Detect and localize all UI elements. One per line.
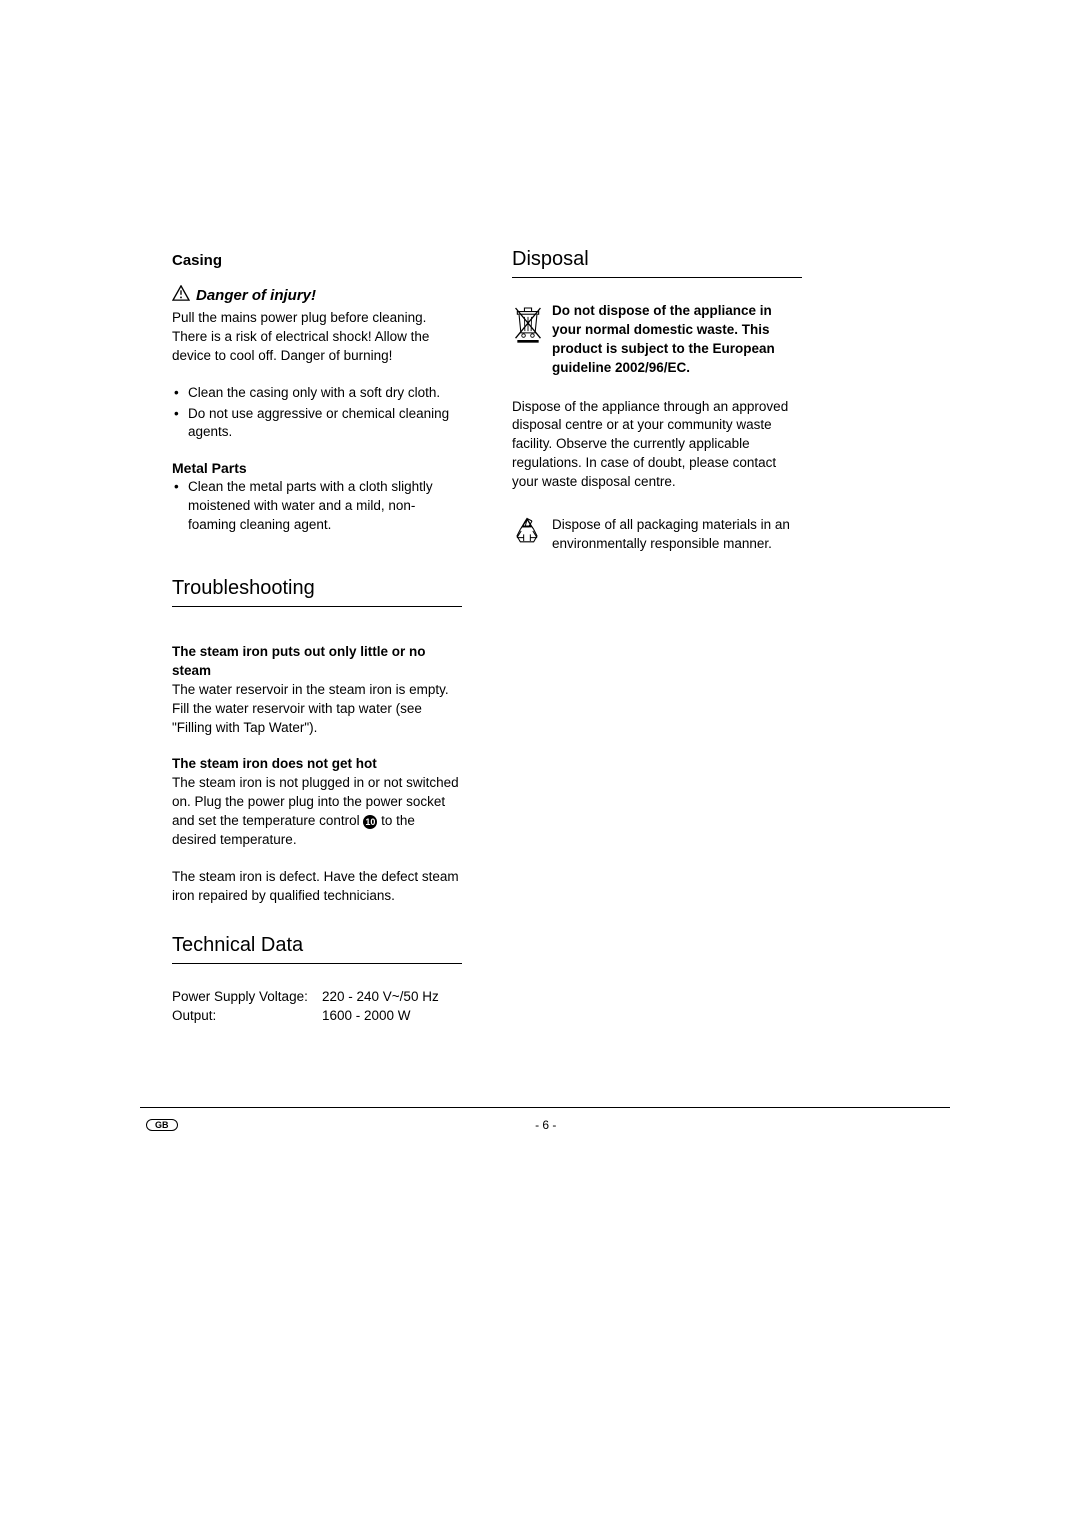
danger-warning-heading: Danger of injury! [172, 285, 462, 305]
recycle-icon [512, 516, 548, 551]
tech-voltage-value: 220 - 240 V~/50 Hz [322, 988, 462, 1007]
troubleshooting-content: The steam iron puts out only little or n… [172, 643, 462, 906]
country-badge: GB [146, 1119, 178, 1131]
trouble-item2-title: The steam iron does not get hot [172, 755, 462, 774]
technical-data-heading: Technical Data [172, 934, 462, 964]
footer-rule [140, 1107, 950, 1108]
troubleshooting-heading: Troubleshooting [172, 577, 462, 607]
trouble-item2-extra: The steam iron is defect. Have the defec… [172, 868, 462, 906]
tech-output-label: Output: [172, 1007, 322, 1026]
trouble-item1-body: The water reservoir in the steam iron is… [172, 681, 462, 738]
weee-text: Do not dispose of the appliance in your … [552, 302, 802, 378]
left-column: Casing Danger of injury! Pull the mains … [172, 252, 462, 1025]
tech-output-value: 1600 - 2000 W [322, 1007, 462, 1026]
page-footer: GB - 6 - [140, 1107, 950, 1132]
metal-bullet: Clean the metal parts with a cloth sligh… [172, 478, 462, 535]
page-number: - 6 - [535, 1118, 556, 1132]
temperature-control-number-icon: 10 [363, 815, 377, 829]
technical-data-section: Technical Data Power Supply Voltage: 220… [172, 934, 462, 1026]
troubleshooting-section: Troubleshooting The steam iron puts out … [172, 577, 462, 906]
tech-voltage-label: Power Supply Voltage: [172, 988, 322, 1007]
tech-row-output: Output: 1600 - 2000 W [172, 1007, 462, 1026]
disposal-heading: Disposal [512, 248, 802, 278]
casing-bullet-2: Do not use aggressive or chemical cleani… [172, 405, 462, 443]
danger-label: Danger of injury! [196, 287, 316, 304]
recycle-block: Dispose of all packaging materials in an… [512, 516, 802, 554]
tech-row-voltage: Power Supply Voltage: 220 - 240 V~/50 Hz [172, 988, 462, 1007]
warning-icon [172, 285, 192, 305]
trouble-item2-pre: The steam iron is not plugged in or not … [172, 775, 459, 828]
document-page: Casing Danger of injury! Pull the mains … [0, 0, 1080, 1025]
two-column-layout: Casing Danger of injury! Pull the mains … [172, 252, 950, 1025]
danger-body: Pull the mains power plug before cleanin… [172, 309, 462, 366]
casing-bullets: Clean the casing only with a soft dry cl… [172, 384, 462, 443]
right-column: Disposal [512, 252, 802, 1025]
footer-content: GB - 6 - [140, 1118, 950, 1132]
metal-heading: Metal Parts [172, 460, 462, 476]
weee-bin-icon [512, 304, 548, 349]
trouble-item2-body: The steam iron is not plugged in or not … [172, 774, 462, 850]
casing-heading: Casing [172, 252, 462, 269]
recycle-text: Dispose of all packaging materials in an… [552, 516, 802, 554]
metal-bullets: Clean the metal parts with a cloth sligh… [172, 478, 462, 535]
trouble-item1-title: The steam iron puts out only little or n… [172, 643, 462, 681]
disposal-body: Dispose of the appliance through an appr… [512, 398, 802, 492]
weee-block: Do not dispose of the appliance in your … [512, 302, 802, 378]
casing-bullet-1: Clean the casing only with a soft dry cl… [172, 384, 462, 403]
